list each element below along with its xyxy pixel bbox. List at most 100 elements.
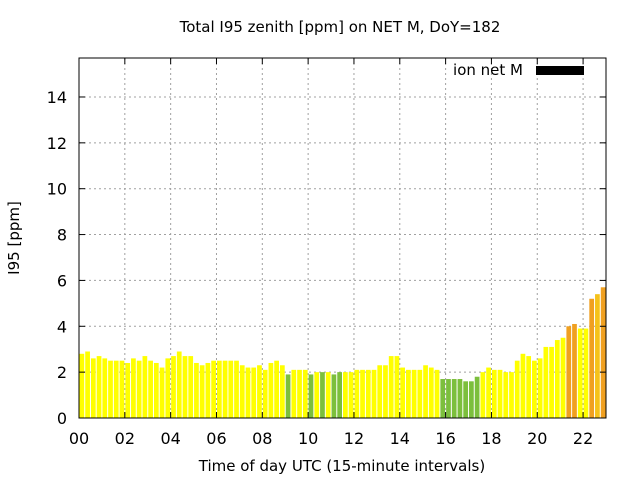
bar — [113, 360, 119, 418]
bar — [251, 367, 257, 418]
y-tick-label: 14 — [47, 88, 67, 107]
bar — [274, 360, 279, 418]
bar — [199, 365, 205, 418]
bar — [222, 360, 228, 418]
bar — [572, 323, 577, 418]
bar — [446, 379, 451, 418]
bar — [331, 374, 337, 418]
bar — [388, 356, 394, 418]
bar — [537, 358, 543, 418]
bar — [543, 346, 549, 418]
bar — [148, 360, 153, 418]
bar — [194, 362, 199, 418]
bar — [96, 356, 102, 418]
y-tick-label: 8 — [57, 226, 67, 245]
bar — [320, 372, 325, 418]
bar — [491, 369, 497, 418]
y-tick-label: 0 — [57, 409, 67, 428]
bar — [176, 351, 182, 418]
x-tick-label: 20 — [527, 429, 547, 448]
bar — [469, 381, 474, 418]
bar — [302, 369, 308, 418]
bar — [589, 298, 595, 418]
bar — [577, 328, 583, 418]
bar — [411, 369, 417, 418]
bar — [532, 360, 537, 418]
bar — [85, 351, 90, 418]
y-tick-label: 10 — [47, 180, 67, 199]
x-tick-label: 00 — [69, 429, 89, 448]
bar — [182, 356, 188, 418]
bars — [79, 287, 606, 418]
bar — [325, 372, 331, 418]
bar — [406, 369, 411, 418]
x-tick-label: 12 — [344, 429, 364, 448]
bar — [108, 360, 113, 418]
bar — [474, 376, 480, 418]
bar — [205, 362, 211, 418]
bar — [509, 372, 514, 418]
x-tick-label: 16 — [435, 429, 455, 448]
bar — [371, 369, 377, 418]
bar — [171, 356, 176, 418]
bar — [423, 365, 428, 418]
bar — [560, 337, 566, 418]
bar — [360, 369, 365, 418]
bar — [245, 367, 251, 418]
y-tick-label: 6 — [57, 271, 67, 290]
bar — [549, 346, 554, 418]
bar — [486, 367, 491, 418]
grid — [79, 58, 606, 418]
bar — [463, 381, 469, 418]
legend-swatch — [536, 66, 584, 75]
bar — [354, 369, 360, 418]
bar — [279, 365, 285, 418]
bar — [188, 356, 194, 418]
bar — [102, 358, 108, 418]
y-axis-label: I95 [ppm] — [5, 201, 23, 275]
bar — [526, 356, 532, 418]
y-tick-label: 4 — [57, 317, 67, 336]
bar — [308, 374, 314, 418]
bar — [394, 356, 400, 418]
bar — [428, 367, 434, 418]
bar — [503, 372, 509, 418]
bar — [285, 374, 291, 418]
bar — [566, 326, 572, 418]
bar — [239, 365, 245, 418]
bar — [400, 367, 406, 418]
x-tick-label: 08 — [252, 429, 272, 448]
bar — [262, 369, 268, 418]
bar — [365, 369, 371, 418]
x-axis-label: Time of day UTC (15-minute intervals) — [198, 457, 485, 475]
plot-frame — [78, 57, 607, 419]
bar — [119, 360, 125, 418]
bar — [79, 353, 85, 418]
x-tick-label: 18 — [481, 429, 501, 448]
x-tick-label: 04 — [160, 429, 180, 448]
bar — [211, 360, 216, 418]
bar — [142, 356, 148, 418]
bar — [600, 287, 606, 418]
bar — [497, 369, 503, 418]
bar — [554, 340, 560, 418]
bar — [234, 360, 239, 418]
bar — [440, 379, 446, 418]
bar — [343, 372, 348, 418]
bar — [297, 369, 302, 418]
bar — [377, 365, 383, 418]
x-tick-label: 22 — [573, 429, 593, 448]
x-tick-label: 10 — [298, 429, 318, 448]
y-tick-label: 12 — [47, 134, 67, 153]
bar — [153, 362, 159, 418]
x-tick-label: 14 — [390, 429, 410, 448]
bar — [520, 353, 526, 418]
y-tick-label: 2 — [57, 363, 67, 382]
bar — [136, 360, 142, 418]
x-tick-label: 02 — [115, 429, 135, 448]
bar — [165, 358, 171, 418]
bar — [514, 360, 520, 418]
bar — [314, 372, 320, 418]
bar — [291, 369, 297, 418]
